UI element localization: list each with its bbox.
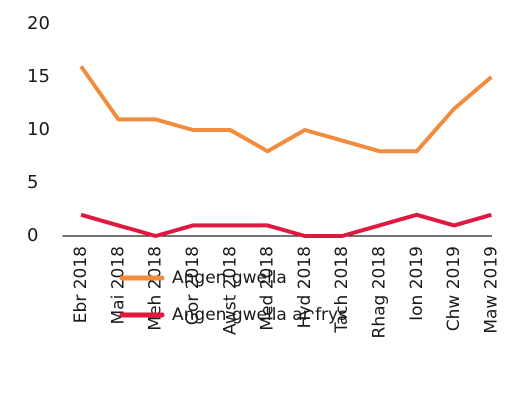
legend-label: Angen gwella xyxy=(172,268,287,288)
x-tick-label: Hyd 2018 xyxy=(295,246,315,328)
x-tick-label: Mai 2018 xyxy=(108,246,128,324)
y-tick-label: 0 xyxy=(27,225,38,246)
x-tick-label: Maw 2019 xyxy=(481,246,501,334)
series-line xyxy=(79,65,493,154)
x-tick-label: Med 2018 xyxy=(258,246,278,331)
x-tick-label: Rhag 2018 xyxy=(369,246,389,338)
y-tick-label: 10 xyxy=(27,119,50,140)
x-tick-label: Meh 2018 xyxy=(146,246,166,331)
x-tick-label: Ebr 2018 xyxy=(71,246,91,323)
legend-label: Angen gwella ar frys xyxy=(172,305,347,325)
x-tick-label: Tach 2018 xyxy=(332,246,352,334)
x-tick-label: Awst 2018 xyxy=(220,246,240,335)
x-tick-label: Chw 2019 xyxy=(444,246,464,331)
x-tick-label: Gor 2018 xyxy=(183,246,203,325)
y-tick-label: 20 xyxy=(27,13,50,34)
x-tick-label: Ion 2019 xyxy=(407,246,427,321)
series-line xyxy=(80,212,492,238)
y-tick-label: 5 xyxy=(27,172,38,193)
y-tick-label: 15 xyxy=(27,66,50,87)
